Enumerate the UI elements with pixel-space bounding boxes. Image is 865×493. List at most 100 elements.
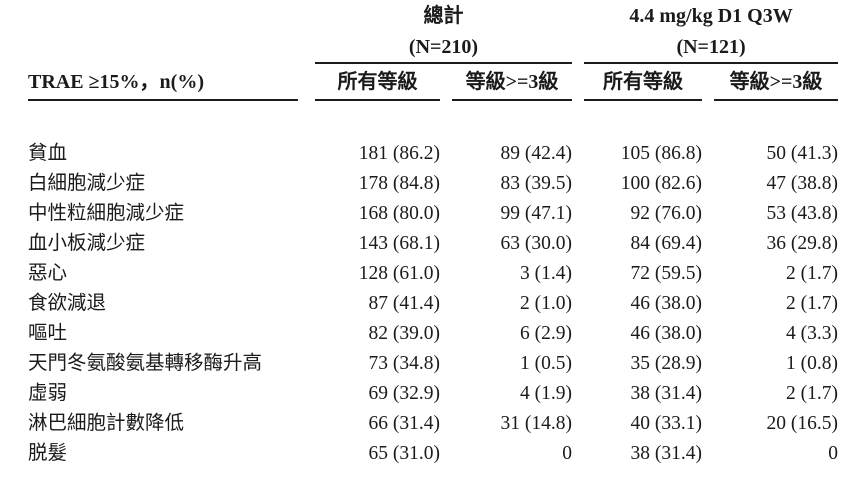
- group-n-total: (N=210): [315, 32, 573, 64]
- empty-corner: [28, 0, 298, 32]
- cell-value: 2 (1.0): [520, 293, 573, 315]
- column-gap: [440, 439, 452, 469]
- group-n-dose: (N=121): [584, 32, 839, 64]
- table-row-alopecia: 脱髮 65 (31.0) 0 38 (31.4) 0: [28, 439, 838, 469]
- column-gap: [572, 439, 584, 469]
- cell-value: 83 (39.5): [500, 173, 573, 195]
- subheader-row: TRAE ≥15%，n(%) 所有等級 等級>=3級 所有等級 等級>=3級: [28, 64, 839, 101]
- table-row-anemia: 貧血 181 (86.2) 89 (42.4) 105 (86.8) 50 (4…: [28, 139, 838, 169]
- cell-value: 105 (86.8): [620, 143, 703, 165]
- subheader-grade3plus-dose: 等級>=3級: [714, 64, 839, 101]
- subheader-grade3plus-total: 等級>=3級: [452, 64, 573, 101]
- cell-value: 82 (39.0): [368, 323, 441, 345]
- column-gap: [572, 259, 584, 289]
- table-row-ast-increased: 天門冬氨酸氨基轉移酶升高 73 (34.8) 1 (0.5) 35 (28.9)…: [28, 349, 838, 379]
- cell-value: 143 (68.1): [358, 233, 440, 255]
- cell-value: 6 (2.9): [520, 323, 573, 345]
- column-gap: [572, 379, 584, 409]
- cell-value: 20 (16.5): [766, 413, 839, 435]
- cell-value: 69 (32.9): [368, 383, 441, 405]
- cell-value: 38 (31.4): [630, 443, 703, 465]
- group-title-row: 總計 4.4 mg/kg D1 Q3W: [28, 0, 838, 32]
- cell-value: 36 (29.8): [766, 233, 839, 255]
- column-gap: [572, 409, 584, 439]
- column-gap: [702, 139, 714, 169]
- row-label: 虛弱: [28, 383, 68, 405]
- column-gap: [440, 349, 452, 379]
- column-gap: [702, 169, 714, 199]
- cell-value: 65 (31.0): [368, 443, 441, 465]
- table-row-thrombocytopenia: 血小板減少症 143 (68.1) 63 (30.0) 84 (69.4) 36…: [28, 229, 838, 259]
- column-gap: [702, 349, 714, 379]
- column-gap: [440, 199, 452, 229]
- cell-value: 168 (80.0): [358, 203, 440, 225]
- cell-value: 178 (84.8): [358, 173, 440, 195]
- cell-value: 63 (30.0): [500, 233, 573, 255]
- trae-table: 總計 4.4 mg/kg D1 Q3W (N=210) (N=121) TRAE…: [28, 0, 839, 469]
- column-gap: [440, 289, 452, 319]
- row-label: 天門冬氨酸氨基轉移酶升高: [28, 353, 263, 375]
- row-label: 惡心: [28, 263, 68, 285]
- row-label: 白細胞減少症: [28, 173, 146, 195]
- cell-value: 47 (38.8): [766, 173, 839, 195]
- column-gap: [702, 289, 714, 319]
- cell-value: 40 (33.1): [630, 413, 703, 435]
- cell-value: 31 (14.8): [500, 413, 573, 435]
- column-gap: [298, 64, 315, 101]
- cell-value: 66 (31.4): [368, 413, 441, 435]
- stub-header-trae: TRAE ≥15%，n(%): [28, 64, 298, 101]
- cell-value: 99 (47.1): [500, 203, 573, 225]
- row-label: 嘔吐: [28, 323, 68, 345]
- subheader-all-grades-dose: 所有等級: [584, 64, 703, 101]
- cell-value: 2 (1.7): [786, 383, 839, 405]
- column-gap: [572, 199, 584, 229]
- column-gap: [702, 229, 714, 259]
- spacer-row: [28, 101, 838, 139]
- cell-value: 2 (1.7): [786, 293, 839, 315]
- table-row-neutropenia: 中性粒細胞減少症 168 (80.0) 99 (47.1) 92 (76.0) …: [28, 199, 838, 229]
- column-gap: [298, 32, 315, 64]
- cell-value: 1 (0.8): [786, 353, 839, 375]
- column-gap: [440, 64, 452, 101]
- column-gap: [440, 139, 452, 169]
- cell-value: 181 (86.2): [358, 143, 440, 165]
- column-gap: [440, 259, 452, 289]
- table-row-decreased-appetite: 食欲減退 87 (41.4) 2 (1.0) 46 (38.0) 2 (1.7): [28, 289, 838, 319]
- group-n-row: (N=210) (N=121): [28, 32, 839, 64]
- column-gap: [702, 319, 714, 349]
- column-gap: [572, 229, 584, 259]
- column-gap: [702, 409, 714, 439]
- row-label: 淋巴細胞計數降低: [28, 413, 185, 435]
- table-row-nausea: 惡心 128 (61.0) 3 (1.4) 72 (59.5) 2 (1.7): [28, 259, 838, 289]
- column-gap: [702, 379, 714, 409]
- table-row-asthenia: 虛弱 69 (32.9) 4 (1.9) 38 (31.4) 2 (1.7): [28, 379, 838, 409]
- column-gap: [572, 32, 584, 64]
- row-label: 食欲減退: [28, 293, 107, 315]
- cell-value: 72 (59.5): [630, 263, 703, 285]
- column-gap: [298, 0, 315, 32]
- cell-value: 4 (1.9): [520, 383, 573, 405]
- cell-value: 100 (82.6): [620, 173, 703, 195]
- table-row-leukopenia: 白細胞減少症 178 (84.8) 83 (39.5) 100 (82.6) 4…: [28, 169, 838, 199]
- cell-value: 89 (42.4): [500, 143, 573, 165]
- column-gap: [702, 259, 714, 289]
- column-gap: [440, 379, 452, 409]
- row-label: 血小板減少症: [28, 233, 146, 255]
- row-label: 中性粒細胞減少症: [28, 203, 185, 225]
- column-gap: [440, 169, 452, 199]
- cell-value: 35 (28.9): [630, 353, 703, 375]
- cell-value: 2 (1.7): [786, 263, 839, 285]
- cell-value: 38 (31.4): [630, 383, 703, 405]
- cell-value: 0: [562, 443, 573, 465]
- column-gap: [440, 409, 452, 439]
- group-title-total: 總計: [423, 5, 464, 27]
- cell-value: 87 (41.4): [368, 293, 441, 315]
- column-gap: [572, 64, 584, 101]
- column-gap: [572, 0, 584, 32]
- subheader-all-grades-total: 所有等級: [315, 64, 440, 101]
- table-row-lymphocyte-decreased: 淋巴細胞計數降低 66 (31.4) 31 (14.8) 40 (33.1) 2…: [28, 409, 838, 439]
- group-title-dose: 4.4 mg/kg D1 Q3W: [629, 5, 793, 27]
- cell-value: 1 (0.5): [520, 353, 573, 375]
- cell-value: 3 (1.4): [520, 263, 573, 285]
